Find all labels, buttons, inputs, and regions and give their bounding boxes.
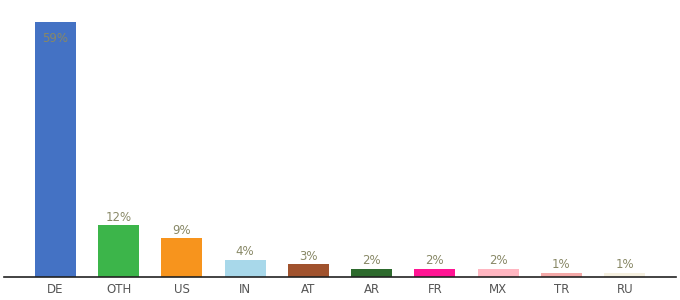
Text: 2%: 2% bbox=[426, 254, 444, 267]
Text: 3%: 3% bbox=[299, 250, 318, 262]
Bar bbox=[414, 268, 456, 277]
Text: 4%: 4% bbox=[236, 245, 254, 258]
Text: 59%: 59% bbox=[42, 32, 68, 45]
Text: 2%: 2% bbox=[489, 254, 507, 267]
Text: 9%: 9% bbox=[173, 224, 191, 236]
Bar bbox=[224, 260, 266, 277]
Text: 1%: 1% bbox=[615, 258, 634, 271]
Bar bbox=[604, 273, 645, 277]
Bar bbox=[288, 264, 329, 277]
Text: 12%: 12% bbox=[105, 211, 132, 224]
Bar bbox=[477, 268, 519, 277]
Bar bbox=[541, 273, 582, 277]
Bar bbox=[98, 225, 139, 277]
Bar bbox=[35, 22, 76, 277]
Text: 2%: 2% bbox=[362, 254, 381, 267]
Text: 1%: 1% bbox=[552, 258, 571, 271]
Bar bbox=[351, 268, 392, 277]
Bar bbox=[161, 238, 203, 277]
